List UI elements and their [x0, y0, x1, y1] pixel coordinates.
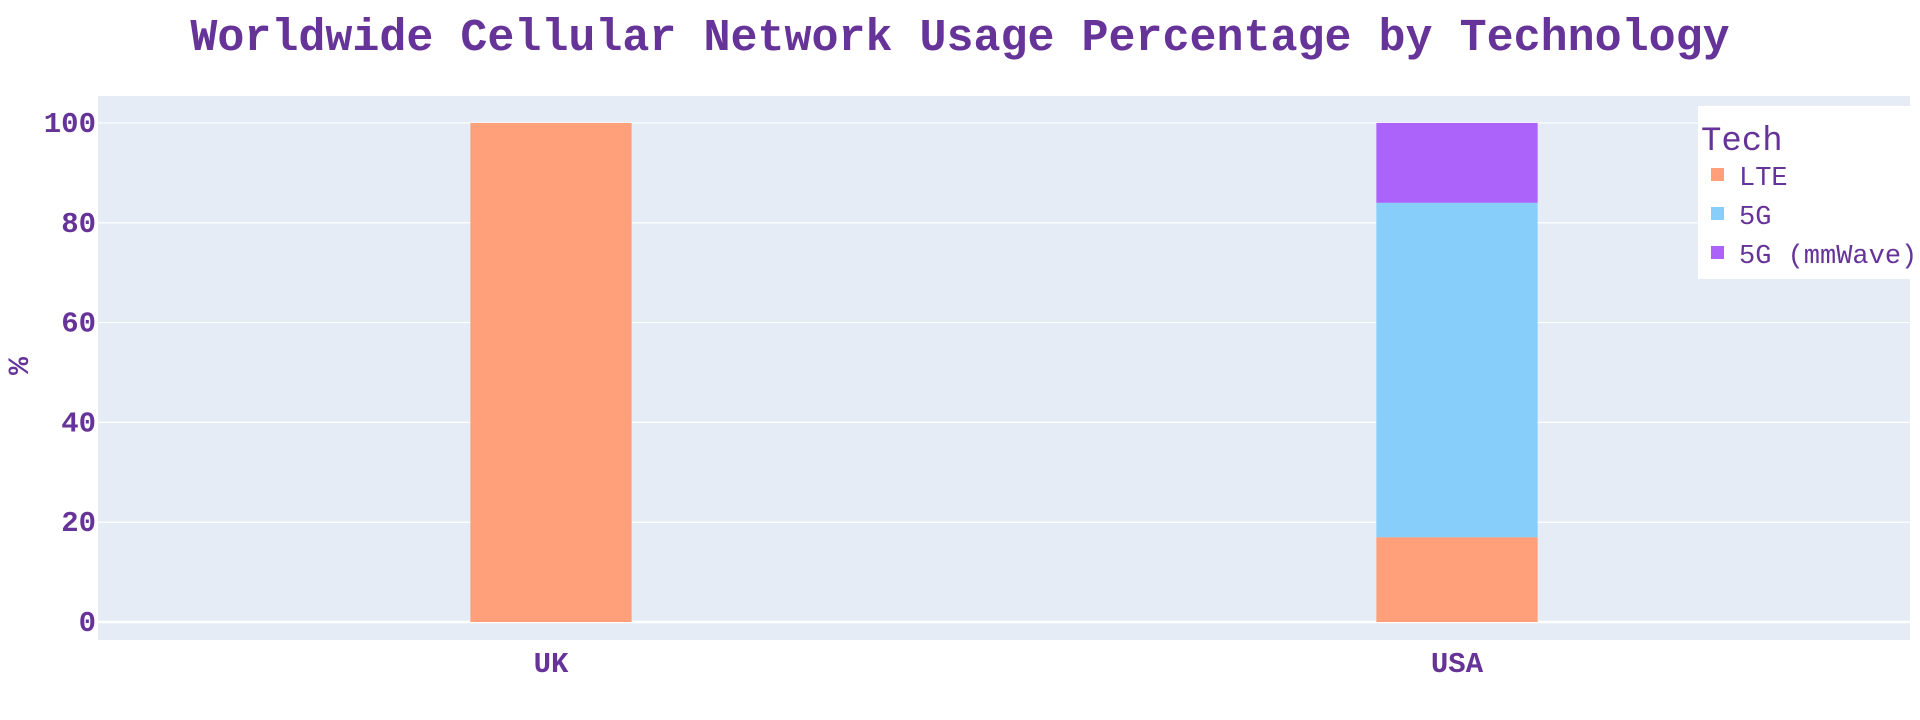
- y-tick-label: 100: [44, 108, 96, 141]
- legend-item-5g-mmwave[interactable]: 5G (mmWave): [1711, 242, 1917, 272]
- legend-swatch: [1711, 207, 1724, 220]
- legend[interactable]: Tech LTE 5G 5G (mmWave): [1698, 106, 1920, 279]
- y-tick-label: 80: [61, 208, 96, 241]
- bar-uk-lte[interactable]: [470, 122, 632, 623]
- gridlines: [98, 122, 1910, 624]
- bar-usa-lte[interactable]: [1376, 537, 1538, 623]
- legend-item-5g[interactable]: 5G: [1711, 203, 1771, 233]
- legend-item-lte[interactable]: LTE: [1711, 164, 1788, 194]
- legend-label: 5G (mmWave): [1739, 242, 1917, 272]
- chart-title: Worldwide Cellular Network Usage Percent…: [190, 13, 1729, 64]
- y-axis-title: %: [4, 356, 38, 375]
- legend-items: LTE 5G 5G (mmWave): [1711, 164, 1917, 272]
- bar-usa-5g-mmwave[interactable]: [1376, 122, 1538, 203]
- plot-area: [98, 96, 1910, 640]
- y-tick-label: 20: [61, 507, 96, 540]
- legend-swatch: [1711, 168, 1724, 181]
- x-axis-ticks: UK USA: [534, 648, 1484, 681]
- x-tick-label: USA: [1431, 648, 1484, 681]
- bars: [470, 122, 1538, 623]
- y-tick-label: 60: [61, 308, 96, 341]
- bar-usa-5g[interactable]: [1376, 202, 1538, 538]
- y-tick-label: 40: [61, 407, 96, 440]
- y-axis-ticks: 0 20 40 60 80 100: [44, 108, 96, 640]
- legend-label: 5G: [1739, 203, 1771, 233]
- legend-title: Tech: [1701, 123, 1783, 161]
- x-tick-label: UK: [534, 648, 569, 681]
- y-tick-label: 0: [79, 607, 96, 640]
- legend-background: [1698, 106, 1920, 279]
- legend-label: LTE: [1739, 164, 1788, 194]
- legend-swatch: [1711, 246, 1724, 259]
